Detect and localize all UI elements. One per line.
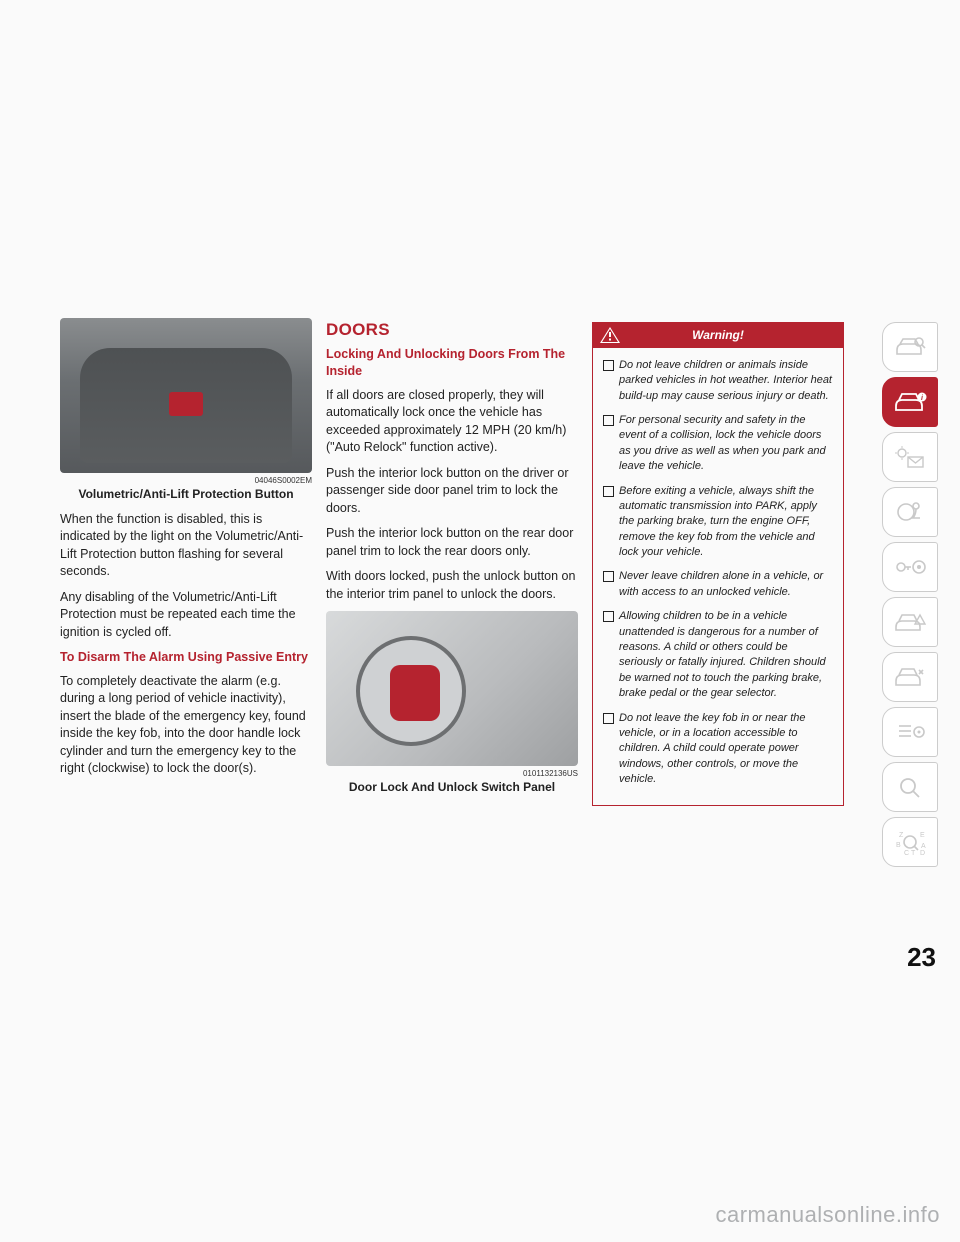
warning-item: For personal security and safety in the …: [603, 413, 833, 475]
svg-text:B: B: [896, 842, 901, 849]
tab-car-wrench[interactable]: [882, 652, 938, 702]
sun-mail-icon: [893, 444, 927, 470]
tab-car-warning[interactable]: [882, 597, 938, 647]
tab-airbag[interactable]: [882, 487, 938, 537]
column-2: DOORS Locking And Unlocking Doors From T…: [326, 318, 578, 806]
section-heading: DOORS: [326, 318, 578, 342]
car-magnifier-icon: [893, 334, 927, 360]
warning-item: Do not leave children or animals inside …: [603, 358, 833, 404]
body-text: To completely deactivate the alarm (e.g.…: [60, 673, 312, 778]
warning-item: Before exiting a vehicle, always shift t…: [603, 484, 833, 561]
svg-text:Z: Z: [899, 832, 904, 839]
page-number: 23: [907, 942, 936, 973]
figure-caption: Door Lock And Unlock Switch Panel: [326, 779, 578, 796]
page-content: 04046S0002EM Volumetric/Anti-Lift Protec…: [60, 318, 850, 806]
figure-caption: Volumetric/Anti-Lift Protection Button: [60, 486, 312, 503]
figure-code: 04046S0002EM: [60, 475, 312, 486]
figure-door-lock-panel: [326, 611, 578, 766]
warning-header: Warning!: [593, 323, 843, 348]
svg-text:C: C: [904, 850, 909, 856]
subheading: To Disarm The Alarm Using Passive Entry: [60, 649, 312, 667]
figure-volumetric-button: [60, 318, 312, 473]
tab-list-gear[interactable]: [882, 707, 938, 757]
svg-text:D: D: [920, 850, 925, 856]
body-text: Push the interior lock button on the rea…: [326, 525, 578, 560]
tab-index[interactable]: ZB EA CTD: [882, 817, 938, 867]
column-1: 04046S0002EM Volumetric/Anti-Lift Protec…: [60, 318, 312, 806]
figure-code: 0101132136US: [326, 768, 578, 779]
car-wrench-icon: [893, 664, 927, 690]
car-warning-icon: [893, 609, 927, 635]
column-3: Warning! Do not leave children or animal…: [592, 318, 844, 806]
svg-text:E: E: [920, 832, 925, 839]
body-text: Push the interior lock button on the dri…: [326, 465, 578, 518]
sub-section-heading: Locking And Unlocking Doors From The Ins…: [326, 346, 578, 381]
tab-car-search[interactable]: [882, 322, 938, 372]
warning-title: Warning!: [692, 328, 744, 342]
tab-key-steering[interactable]: [882, 542, 938, 592]
car-info-icon: i: [893, 389, 927, 415]
list-gear-icon: [893, 719, 927, 745]
key-steering-icon: [893, 554, 927, 580]
warning-body: Do not leave children or animals inside …: [593, 348, 843, 805]
watermark-text: carmanualsonline.info: [715, 1202, 940, 1228]
body-text: With doors locked, push the unlock butto…: [326, 568, 578, 603]
tab-car-info[interactable]: i: [882, 377, 938, 427]
body-text: If all doors are closed properly, they w…: [326, 387, 578, 457]
body-text: When the function is disabled, this is i…: [60, 511, 312, 581]
tab-message[interactable]: [882, 432, 938, 482]
sidebar-tabs: i ZB EA CTD: [882, 322, 938, 867]
svg-text:T: T: [911, 850, 916, 856]
tab-search[interactable]: [882, 762, 938, 812]
magnifier-icon: [893, 774, 927, 800]
warning-item: Never leave children alone in a vehicle,…: [603, 569, 833, 600]
airbag-icon: [893, 499, 927, 525]
body-text: Any disabling of the Volumetric/Anti-Lif…: [60, 589, 312, 642]
warning-item: Allowing children to be in a vehicle una…: [603, 609, 833, 701]
index-letters-icon: ZB EA CTD: [893, 828, 927, 856]
warning-item: Do not leave the key fob in or near the …: [603, 711, 833, 788]
warning-box: Warning! Do not leave children or animal…: [592, 322, 844, 806]
warning-triangle-icon: [599, 326, 621, 344]
svg-text:A: A: [921, 843, 926, 850]
